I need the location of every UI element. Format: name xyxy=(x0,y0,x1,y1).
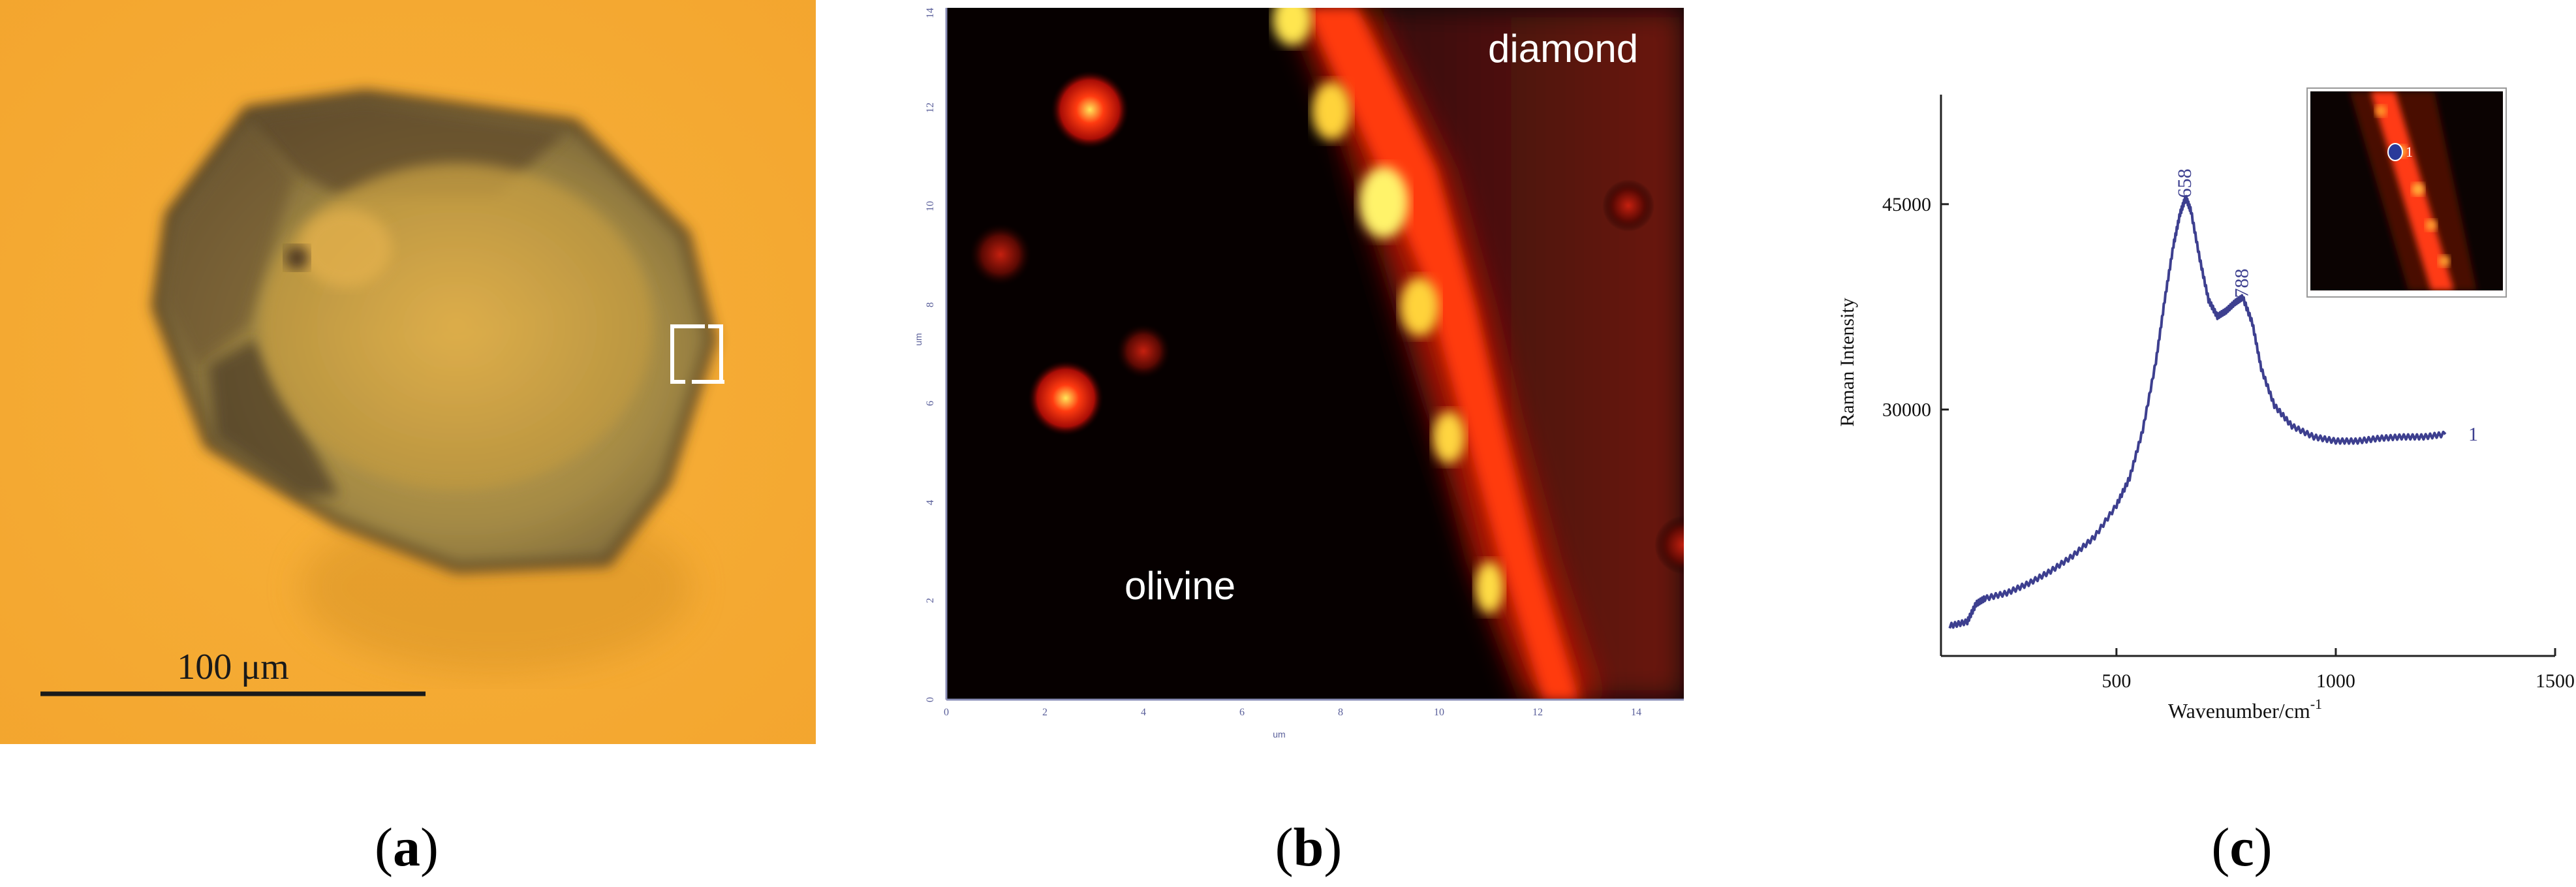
panel-c-raman-spectrum: 500 1000 1500 30000 45000 Raman Intensity Wa… xyxy=(1775,0,2576,770)
inset-selected-point xyxy=(2387,143,2403,161)
x-tick: 2 xyxy=(1042,707,1047,718)
inset-map: 1 xyxy=(2306,87,2507,298)
caption-b-letter: b xyxy=(1293,817,1324,878)
y-axis-ticks: 0 2 4 6 8 10 12 14 xyxy=(925,8,936,702)
inset-point-label: 1 xyxy=(2406,144,2413,160)
x-axis-label-superscript: -1 xyxy=(2310,696,2322,712)
y-tick: 2 xyxy=(925,598,936,603)
y-axis-label: Raman Intensity xyxy=(1837,298,1858,426)
scale-bar-label: 100 μm xyxy=(177,647,289,687)
x-tick-label: 1500 xyxy=(2536,670,2575,692)
raman-map-image: 0 2 4 6 8 10 12 14 um 0 2 4 6 8 10 12 14… xyxy=(901,0,1716,757)
y-tick: 14 xyxy=(925,8,936,18)
panel-b-raman-map: 0 2 4 6 8 10 12 14 um 0 2 4 6 8 10 12 14… xyxy=(901,0,1716,757)
y-tick: 6 xyxy=(925,401,936,406)
x-tick: 0 xyxy=(944,707,949,718)
label-olivine: olivine xyxy=(1125,564,1235,608)
selection-box-marker xyxy=(670,324,724,384)
y-tick-label: 45000 xyxy=(1882,194,1931,215)
y-tick: 0 xyxy=(925,697,936,702)
peak-label: 658 xyxy=(2174,168,2196,198)
caption-b: (b) xyxy=(1275,817,1342,878)
series-label: 1 xyxy=(2468,424,2478,445)
peak-label: 788 xyxy=(2231,268,2252,298)
spectrum-line-series-1 xyxy=(1948,195,2447,629)
x-tick-label: 1000 xyxy=(2316,670,2355,692)
x-axis-label-text: Wavenumber/cm xyxy=(2168,699,2310,723)
x-tick: 4 xyxy=(1141,707,1146,718)
raman-spectrum-chart: 500 1000 1500 30000 45000 Raman Intensity Wa… xyxy=(1775,0,2576,770)
x-tick: 12 xyxy=(1532,707,1543,718)
x-tick: 10 xyxy=(1434,707,1444,718)
caption-c-letter: c xyxy=(2229,817,2254,878)
y-axis-unit: um xyxy=(913,333,923,345)
y-tick-label: 30000 xyxy=(1882,399,1931,420)
panel-a-micrograph: 100 μm xyxy=(0,0,816,744)
x-tick: 8 xyxy=(1338,707,1343,718)
caption-a: (a) xyxy=(375,817,439,878)
micrograph-image: 100 μm xyxy=(0,0,816,744)
x-tick: 14 xyxy=(1631,707,1641,718)
label-diamond: diamond xyxy=(1488,27,1638,70)
y-tick: 4 xyxy=(925,500,936,505)
y-tick: 8 xyxy=(925,302,936,307)
x-axis-ticks: 0 2 4 6 8 10 12 14 xyxy=(944,707,1641,718)
x-tick-label: 500 xyxy=(2102,670,2131,692)
caption-a-letter: a xyxy=(393,817,420,878)
x-axis-label: Wavenumber/cm-1 xyxy=(2168,696,2322,723)
x-tick: 6 xyxy=(1239,707,1245,718)
y-tick: 12 xyxy=(925,102,936,113)
x-axis-unit: um xyxy=(1273,729,1285,739)
y-tick: 10 xyxy=(925,201,936,211)
caption-c: (c) xyxy=(2211,817,2273,878)
